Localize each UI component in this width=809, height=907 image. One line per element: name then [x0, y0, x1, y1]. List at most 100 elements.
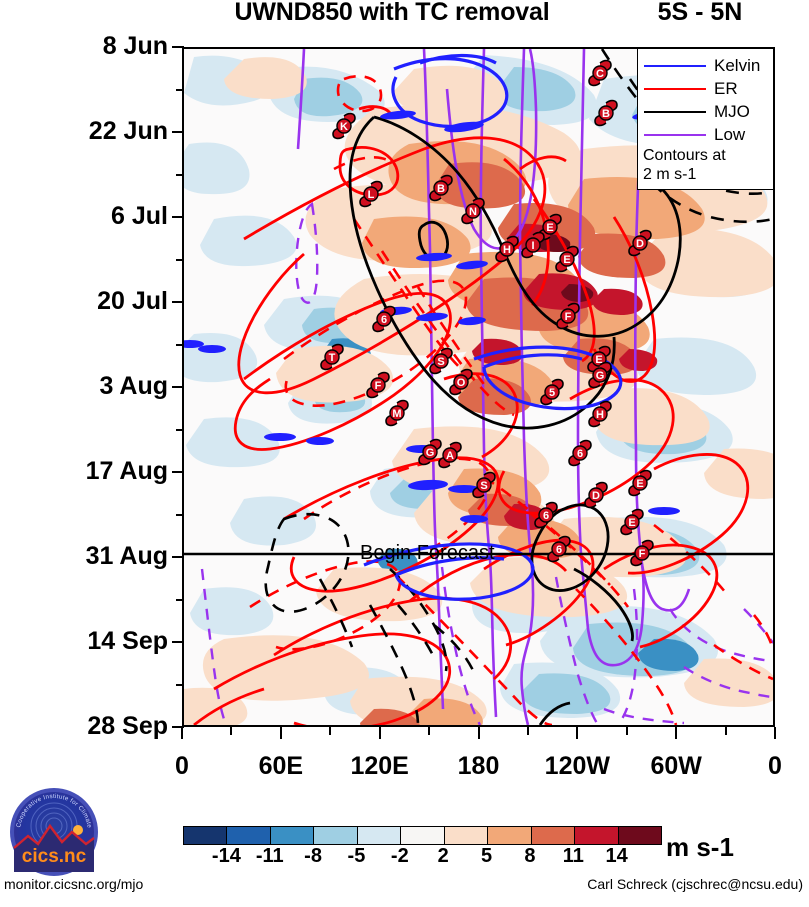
- tc-marker: O: [449, 368, 473, 395]
- tc-marker-label: H: [596, 409, 604, 421]
- y-tick-minor: [176, 513, 184, 516]
- tc-marker-label: E: [628, 517, 635, 529]
- tc-marker: F: [556, 302, 580, 330]
- tc-marker: D: [584, 481, 609, 509]
- colorbar-tick-label: 8: [524, 845, 536, 867]
- y-tick-major: [172, 386, 184, 388]
- y-tick-label: 28 Sep: [87, 712, 168, 740]
- tc-marker-label: 6: [381, 314, 387, 326]
- tc-marker: G: [418, 438, 442, 466]
- legend-label-kelvin: Kelvin: [714, 55, 761, 75]
- y-tick-label: 17 Aug: [85, 457, 168, 485]
- tc-marker-label: M: [393, 408, 402, 420]
- tc-marker: D: [628, 229, 653, 257]
- tc-marker-label: E: [596, 354, 603, 366]
- low-line-swatch: [644, 133, 706, 136]
- tc-marker-label: F: [375, 380, 382, 392]
- tc-marker-label: E: [547, 222, 554, 234]
- tc-marker: B: [429, 174, 454, 201]
- tc-marker: H: [495, 235, 520, 263]
- tc-marker: E: [538, 213, 563, 241]
- colorbar-units: m s-1: [666, 832, 734, 862]
- y-tick-label: 20 Jul: [97, 287, 168, 315]
- x-tick-minor: [526, 727, 529, 735]
- tc-marker: N: [460, 197, 485, 224]
- colorbar-tick-label: -11: [255, 845, 284, 867]
- kelvin-contours: [363, 53, 623, 601]
- tc-marker-label: G: [596, 370, 605, 382]
- tc-marker: S: [472, 471, 497, 499]
- colorbar-swatch: [270, 827, 315, 844]
- legend-item-er: ER: [638, 77, 773, 100]
- footer-url[interactable]: monitor.cicsnc.org/mjo: [4, 876, 144, 892]
- tc-marker-label: S: [481, 480, 488, 492]
- tc-marker-label: A: [446, 450, 454, 462]
- y-tick-minor: [176, 88, 184, 91]
- y-tick-label: 3 Aug: [99, 372, 168, 400]
- tc-marker: T: [320, 343, 345, 370]
- x-tick-label: 60W: [650, 752, 702, 780]
- colorbar-swatch: [401, 827, 445, 844]
- tc-marker-label: I: [531, 240, 534, 252]
- tc-marker: H: [588, 400, 613, 428]
- x-tick-major: [477, 727, 480, 739]
- y-tick-minor: [176, 343, 184, 346]
- tc-marker: L: [359, 181, 384, 208]
- x-tick-minor: [428, 727, 431, 735]
- legend-label-er: ER: [714, 78, 738, 98]
- tc-marker-label: L: [368, 189, 375, 201]
- x-tick-minor: [625, 727, 628, 735]
- mjo-line-swatch: [644, 110, 706, 113]
- x-tick-major: [675, 727, 678, 739]
- tc-marker: E: [587, 345, 612, 372]
- tc-marker: E: [628, 469, 653, 497]
- y-tick-label: 14 Sep: [87, 627, 168, 655]
- colorbar-tick-label: -8: [304, 845, 322, 867]
- tc-marker-label: 5: [549, 387, 555, 399]
- colorbar-swatch: [575, 827, 619, 844]
- x-tick-major: [181, 727, 183, 739]
- tc-marker: 5: [540, 379, 564, 406]
- tc-marker-label: D: [592, 490, 600, 502]
- legend-label-low: Low: [714, 124, 746, 144]
- tc-marker-label: H: [503, 244, 511, 256]
- tc-marker: S: [429, 348, 454, 375]
- tc-marker: G: [588, 361, 612, 389]
- x-tick-major: [279, 727, 282, 739]
- low-contours-dashed: [200, 202, 773, 725]
- y-tick-major: [172, 641, 184, 643]
- cics-nc-logo: cics.nc Cooperative Institute for Climat…: [6, 781, 100, 878]
- legend-note-line2: 2 m s-1: [643, 165, 697, 183]
- tc-marker-label: E: [637, 478, 644, 490]
- legend-item-mjo: MJO: [638, 100, 773, 123]
- colorbar-tick-label: 5: [480, 845, 493, 867]
- x-tick-label: 0: [175, 752, 189, 780]
- x-tick-major: [378, 727, 381, 739]
- colorbar[interactable]: [183, 826, 662, 845]
- x-tick-minor: [230, 727, 233, 735]
- y-tick-major: [172, 216, 184, 218]
- tc-marker-label: C: [596, 68, 604, 80]
- y-tick-major: [172, 301, 184, 303]
- colorbar-tick-label: 2: [437, 845, 449, 867]
- y-tick-minor: [176, 598, 184, 601]
- tc-marker: E: [619, 508, 644, 536]
- y-tick-major: [172, 46, 184, 48]
- low-contours: [296, 49, 691, 725]
- colorbar-tick-label: -2: [390, 845, 409, 867]
- y-tick-label: 8 Jun: [102, 32, 168, 60]
- y-tick-label: 6 Jul: [111, 202, 168, 230]
- y-tick-major: [172, 726, 184, 728]
- tc-marker-label: E: [564, 254, 571, 266]
- tc-marker-label: 6: [543, 510, 549, 522]
- tc-marker-label: G: [426, 447, 435, 459]
- tc-marker: I: [520, 231, 545, 259]
- tc-marker-label: K: [340, 121, 348, 133]
- er-line-swatch: [644, 87, 706, 90]
- colorbar-tick-label: -5: [347, 845, 366, 867]
- tc-marker-label: D: [636, 238, 644, 250]
- x-tick-label: 0: [768, 752, 782, 780]
- x-tick-label: 120W: [544, 752, 610, 780]
- tc-marker-label: 6: [556, 544, 562, 556]
- colorbar-swatch: [314, 827, 358, 844]
